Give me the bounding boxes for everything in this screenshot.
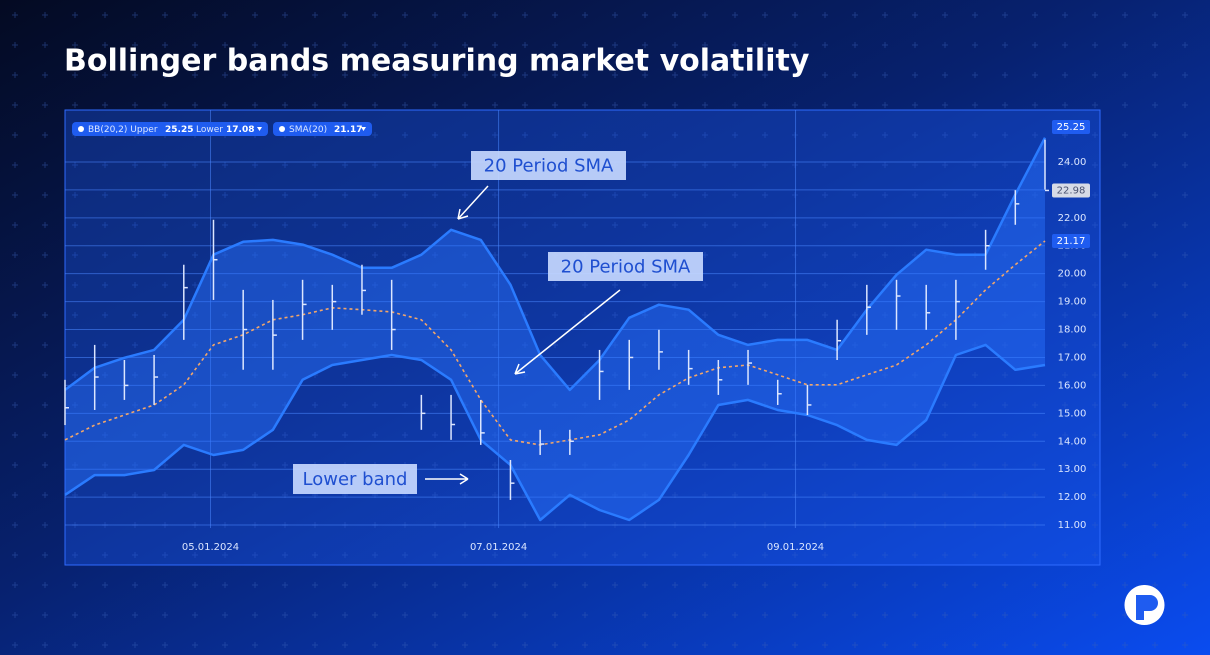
legend-dot (78, 126, 84, 132)
y-tick-label: 11.00 (1058, 520, 1087, 531)
annotation-box (293, 464, 417, 494)
legend-value: 25.25 (165, 125, 193, 135)
lower-band (64, 343, 1046, 522)
legend-label: SMA(20) (289, 125, 327, 135)
upper-band (64, 137, 1047, 392)
y-tick-label: 12.00 (1058, 492, 1087, 503)
y-tick-label: 22.00 (1058, 213, 1087, 224)
annotation-arrow (425, 473, 469, 485)
y-tick-label: 17.00 (1058, 352, 1087, 363)
annotation-label: Lower band (303, 469, 408, 490)
plot: 11.00 12.00 13.00 14.00 15.00 16.00 17.00 18.00… (64, 110, 1090, 553)
legend-caret (361, 127, 366, 131)
price-tag-label: 21.17 (1057, 236, 1086, 247)
legend-label: BB(20,2) Upper (88, 125, 158, 135)
legend-pill (72, 122, 268, 136)
annotation-label: 20 Period SMA (484, 156, 614, 177)
logo (1124, 585, 1165, 625)
y-tick-label: 18.00 (1058, 325, 1087, 336)
annotation-box (548, 252, 703, 281)
y-tick-label: 16.00 (1058, 380, 1087, 391)
y-tick-label: 20.00 (1058, 269, 1087, 280)
legend-value: 21.17 (334, 125, 362, 135)
price-tag-label: 22.98 (1057, 185, 1086, 196)
x-tick-label: 07.01.2024 (470, 542, 527, 553)
x-tick-label: 09.01.2024 (767, 542, 824, 553)
price-tag (1052, 183, 1090, 198)
band-fill (65, 137, 1045, 520)
annotation-arrow (514, 289, 621, 375)
y-tick-label: 13.00 (1058, 464, 1087, 475)
annotation-label: 20 Period SMA (561, 257, 691, 278)
y-tick-label: 24.00 (1058, 157, 1087, 168)
legend-value: 17.08 (226, 125, 254, 135)
legend-pill (273, 122, 372, 136)
y-tick-label: 19.00 (1058, 297, 1087, 308)
sma-line (64, 240, 1046, 446)
annotation-arrow (457, 185, 489, 220)
price-tag-label: 25.25 (1057, 122, 1086, 133)
legend-label: Lower (196, 125, 223, 135)
price-tag (1052, 120, 1090, 135)
price-tag (1052, 233, 1090, 248)
y-tick-label: 14.00 (1058, 436, 1087, 447)
legend-caret (257, 127, 262, 131)
chart-title: Bollinger bands measuring market volatil… (64, 44, 810, 79)
annotation-box (471, 151, 626, 180)
x-tick-label: 05.01.2024 (182, 542, 239, 553)
y-tick-label: 15.00 (1058, 408, 1087, 419)
legend-dot (279, 126, 285, 132)
